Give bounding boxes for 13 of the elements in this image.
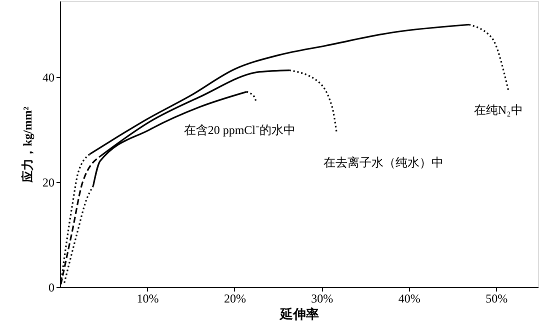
y-tick-label: 40: [42, 70, 54, 85]
y-axis-title: 应力，kg/mm²: [20, 106, 34, 184]
x-axis-title: 延伸率: [279, 306, 319, 322]
x-tick-label: 10%: [136, 292, 159, 306]
x-tick-label: 30%: [311, 292, 334, 306]
x-tick-label: 50%: [486, 292, 508, 306]
series-label: 在含20 ppmCl⁻的水中: [184, 122, 296, 137]
y-tick-label: 20: [42, 176, 54, 190]
text: 在去离子水（纯水）中: [324, 156, 444, 170]
x-tick-label: 40%: [398, 292, 420, 306]
series-label: 在纯N₂中: [474, 103, 523, 118]
x-tick-label: 20%: [224, 292, 246, 306]
y-tick-label: 0: [48, 280, 54, 294]
